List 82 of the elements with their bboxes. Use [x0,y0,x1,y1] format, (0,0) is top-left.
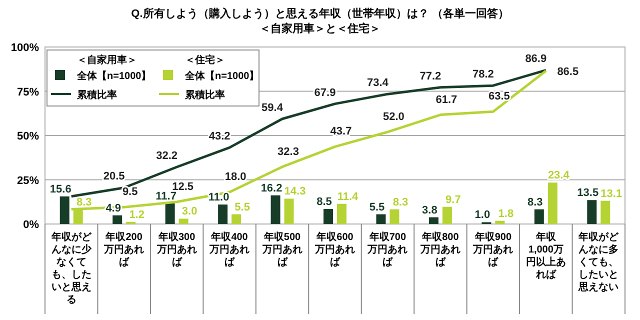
data-label: 1.2 [129,208,144,221]
data-label: 3.0 [182,206,198,218]
data-label: 43.2 [208,130,230,143]
bar [284,198,294,224]
data-label: 16.2 [260,182,282,194]
data-label: 13.1 [600,188,622,200]
y-tick-label: 75% [16,86,40,98]
x-tick-label: 年収400万円あれば [208,231,250,268]
data-label: 63.5 [488,90,510,103]
data-label: 11.4 [337,190,360,203]
bar [60,196,70,224]
data-label: 18.0 [224,171,246,184]
data-label: 20.5 [103,170,125,183]
bar [495,220,505,224]
bar [587,200,597,224]
data-label: 8.3 [528,196,543,208]
data-label: 8.3 [392,196,408,208]
y-tick-label: 100% [10,42,40,54]
bar [534,209,544,224]
data-label: 67.9 [314,86,336,99]
data-label: 15.6 [50,183,72,196]
bar [112,215,122,224]
bar [232,214,242,224]
bar [337,204,346,224]
data-label: 5.5 [369,201,385,214]
y-tick-label: 0% [23,219,40,231]
bar [548,182,558,224]
y-tick-label: 25% [16,174,40,187]
data-label: 13.5 [577,187,599,200]
data-label: 52.0 [383,110,404,123]
data-label: 9.5 [122,186,138,198]
data-label: 9.7 [446,194,461,206]
x-tick-label: 年収300万円あれば [156,231,197,268]
data-label: 86.5 [557,66,579,78]
bar [218,204,228,224]
bar [165,203,175,224]
bar [324,208,333,224]
x-tick-label: 年収600万円あれば [314,231,355,268]
x-tick-label: 年収1,000万円以上あれば [526,231,566,280]
data-label: 3.8 [422,204,438,216]
data-label: 1.8 [498,208,514,220]
x-tick-label: 年収900万円あれば [472,231,514,268]
data-label: 1.0 [474,209,490,222]
data-label: 77.2 [420,70,442,82]
bar [442,206,452,224]
data-label: 8.3 [76,196,92,208]
data-label: 73.4 [367,77,390,90]
annotation: ＜住宅＞ [185,54,225,66]
bar [376,214,386,224]
x-tick-label: 年収がどんなに少なくても、したいと思える [50,231,92,306]
chart-subtitle: ＜自家用車＞と＜住宅＞ [260,22,380,35]
legend-label: 全体【n=1000】 [76,70,152,82]
bar [178,218,188,224]
annotation: ＜自家用車＞ [77,54,137,66]
x-tick-label: 年収700万円あれば [366,231,408,268]
legend-label: 全体【n=1000】 [184,70,260,82]
bar [428,217,438,224]
data-label: 78.2 [472,68,494,81]
x-tick-label: 年収200万円あれば [103,231,144,268]
data-label: 8.5 [316,196,332,208]
legend-label: 累積比率 [76,89,117,101]
data-label: 43.7 [330,126,352,138]
data-label: 59.4 [262,102,284,114]
legend-label: 累積比率 [184,89,225,101]
x-tick-label: 年収800万円あれば [419,231,460,268]
data-label: 61.7 [436,94,458,106]
data-label: 11.7 [156,190,176,202]
data-label: 5.5 [234,201,250,214]
data-label: 12.5 [172,180,194,193]
chart-title: Q.所有しよう（購入しよう）と思える年収（世帯年収）は？ （各単一回答） [131,7,509,20]
bar [270,195,280,224]
data-label: 23.4 [548,170,570,182]
data-label: 14.3 [284,186,306,198]
y-tick-label: 50% [16,130,40,142]
data-label: 32.3 [278,146,299,158]
bar [600,200,610,224]
x-tick-label: 年収500万円あれば [261,231,302,268]
bar [390,209,400,224]
data-label: 32.2 [156,150,178,162]
data-label: 86.9 [525,53,547,66]
data-label: 11.0 [208,192,230,204]
x-tick-label: 年収がどんなに多くても、したいと思えない [578,231,620,293]
